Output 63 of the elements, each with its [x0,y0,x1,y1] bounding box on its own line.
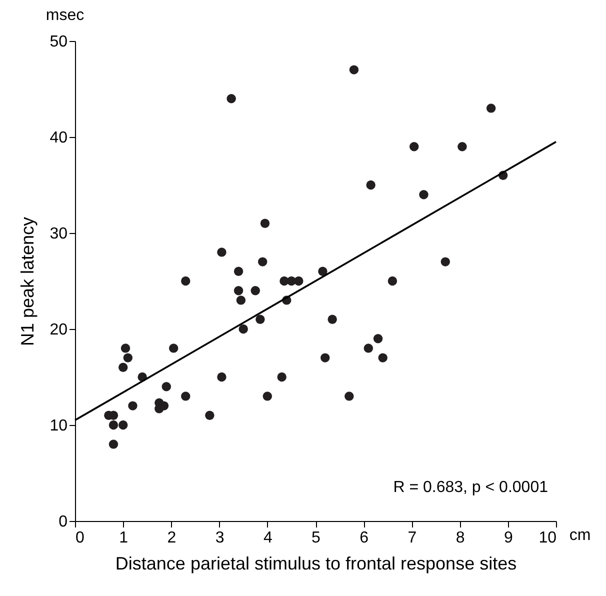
point [366,180,376,190]
point [128,401,138,410]
text: cm [569,527,591,544]
point [260,218,270,228]
text: msec [46,7,84,24]
annotation: R = 0.683, p < 0.0001 [393,479,548,496]
x-tick-label: 6 [360,530,369,546]
point [181,276,190,286]
x-axis-title: Distance parietal stimulus to frontal response sites [115,554,517,574]
point [234,266,244,276]
point [440,257,450,266]
y-tick-label: 50 [50,34,68,50]
x-tick-label: 9 [504,530,513,546]
y-tick-label: 20 [50,322,68,338]
point [458,142,467,152]
point [123,353,133,362]
x-tick-label: 8 [456,530,465,546]
point [294,276,304,286]
point [262,392,272,401]
point [373,334,383,344]
point [108,420,118,430]
point [120,344,130,353]
point [168,344,178,353]
y-tick-label: 30 [50,226,68,242]
point [118,420,128,430]
x-tick-label: 0 [76,530,84,546]
point [409,142,419,152]
point [162,382,171,392]
x-tick-label: 2 [167,530,176,546]
point [486,104,496,113]
point [364,344,374,353]
y-axis-title: N1 peak latency [18,216,38,346]
y-tick-label: 0 [58,514,68,530]
point [256,314,265,324]
point [419,190,428,200]
point [250,286,260,296]
point [217,248,226,257]
point [217,372,226,382]
point [344,392,354,401]
point [226,94,236,104]
y-tick-label: 10 [50,418,68,434]
x-tick-label: 4 [263,530,272,546]
point [349,65,359,74]
point [236,296,246,305]
x-tick-label: 3 [215,530,224,546]
point [320,353,330,362]
point [238,324,248,334]
point [328,314,337,324]
point [277,372,286,382]
point [118,362,128,372]
y-tick-label: 40 [50,130,68,146]
point [318,266,328,276]
x-tick-label: 5 [312,530,321,546]
point [108,440,118,449]
point [234,286,244,296]
point [205,410,214,420]
point [388,276,398,286]
point [258,257,268,266]
point [378,353,388,362]
point [181,392,190,401]
x-tick-label: 7 [408,530,417,546]
x-tick-label: 10 [538,530,557,546]
x-tick-label: 1 [119,530,128,546]
